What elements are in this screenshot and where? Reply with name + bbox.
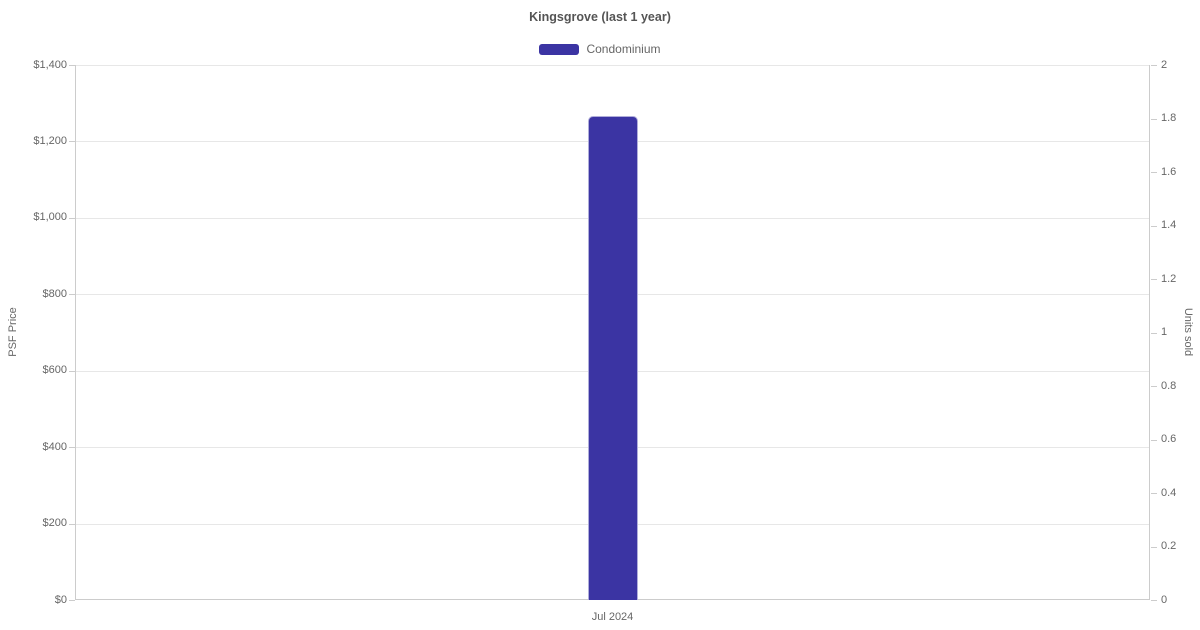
- right-axis-tick-label: 1.6: [1161, 165, 1177, 178]
- right-axis-tick-label: 0: [1161, 593, 1168, 606]
- right-axis-tick-label: 0.4: [1161, 486, 1177, 499]
- right-axis-tick: [1151, 118, 1157, 120]
- right-axis-tick: [1151, 439, 1157, 441]
- right-axis-tick-label: 2: [1161, 58, 1168, 71]
- right-axis-tick: [1151, 279, 1157, 280]
- left-axis-tick: [69, 523, 75, 525]
- right-axis-tick-label: 1.4: [1161, 219, 1177, 231]
- legend-label: Condominium: [586, 42, 661, 56]
- right-axis-tick: [1151, 172, 1157, 173]
- left-axis-tick-label: $600: [42, 364, 67, 377]
- y-axis-title-left: PSF Price: [7, 307, 19, 357]
- right-axis-tick-label: 1.2: [1161, 272, 1177, 285]
- left-axis-tick-label: $1,000: [33, 211, 67, 224]
- legend: Condominium: [0, 42, 1200, 56]
- gridline: [76, 65, 1149, 66]
- left-axis-tick: [69, 217, 75, 219]
- left-axis-tick: [69, 370, 75, 372]
- right-axis-tick: [1151, 65, 1157, 66]
- right-axis-tick: [1151, 332, 1157, 334]
- legend-swatch-icon: [539, 43, 580, 55]
- left-axis-tick-label: $1,200: [33, 134, 67, 147]
- right-axis-tick: [1151, 225, 1157, 227]
- right-axis-tick-label: 0.2: [1161, 540, 1177, 552]
- right-axis-tick: [1151, 493, 1157, 494]
- left-axis-tick: [69, 141, 75, 143]
- left-axis-tick-label: $200: [42, 517, 67, 530]
- left-axis-tick: [69, 294, 75, 296]
- left-axis-tick: [69, 447, 75, 449]
- right-axis-tick: [1151, 600, 1157, 601]
- right-axis-tick: [1151, 386, 1157, 387]
- left-axis-tick: [69, 600, 75, 601]
- left-axis-tick-label: $0: [54, 593, 67, 606]
- left-axis-tick: [69, 65, 75, 66]
- right-axis-tick-label: 0.8: [1161, 379, 1177, 392]
- legend-item-condominium[interactable]: Condominium: [539, 42, 661, 56]
- right-axis-tick-label: 0.6: [1161, 433, 1177, 445]
- bar-jul-2024[interactable]: [587, 116, 638, 600]
- right-axis-tick-label: 1.8: [1161, 112, 1177, 124]
- x-axis-tick-label: Jul 2024: [591, 611, 634, 623]
- right-axis-tick: [1151, 546, 1157, 548]
- chart-title: Kingsgrove (last 1 year): [529, 10, 671, 24]
- right-axis-tick-label: 1: [1161, 326, 1168, 338]
- left-axis-tick-label: $400: [42, 440, 67, 453]
- left-axis-tick-label: $800: [42, 287, 67, 300]
- left-axis-tick-label: $1,400: [33, 58, 67, 71]
